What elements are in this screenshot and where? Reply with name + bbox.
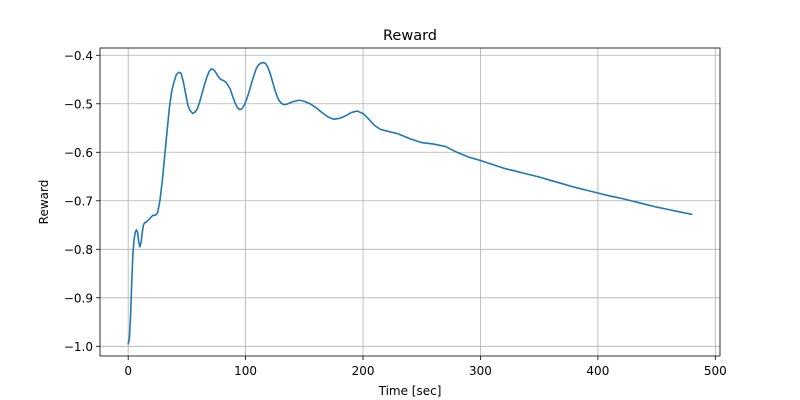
x-tick-label: 500	[704, 364, 727, 378]
grid-layer	[100, 48, 720, 356]
x-axis-label: Time [sec]	[378, 384, 442, 398]
y-tick-label: −0.8	[64, 243, 93, 257]
tick-layer: 0 100 200 300 400 500 −1.0 −0.9 −0.8 −0.7 −0.6 −0.5…	[64, 49, 727, 378]
y-tick-label: −0.9	[64, 291, 93, 305]
series-layer	[127, 61, 693, 345]
y-tick-label: −0.7	[64, 194, 93, 208]
x-tick-label: 100	[234, 364, 257, 378]
plot-frame	[99, 47, 721, 357]
y-tick-label: −0.5	[64, 97, 93, 111]
y-tick-label: −0.4	[64, 49, 93, 63]
x-tick-label: 300	[469, 364, 492, 378]
y-tick-label: −0.6	[64, 146, 93, 160]
x-tick-label: 0	[124, 364, 132, 378]
y-tick-label: −1.0	[64, 340, 93, 354]
reward-series-line	[127, 61, 693, 345]
x-tick-label: 400	[586, 364, 609, 378]
chart-title: Reward	[383, 28, 437, 44]
x-tick-label: 200	[352, 364, 375, 378]
y-axis-label: Reward	[37, 180, 51, 225]
